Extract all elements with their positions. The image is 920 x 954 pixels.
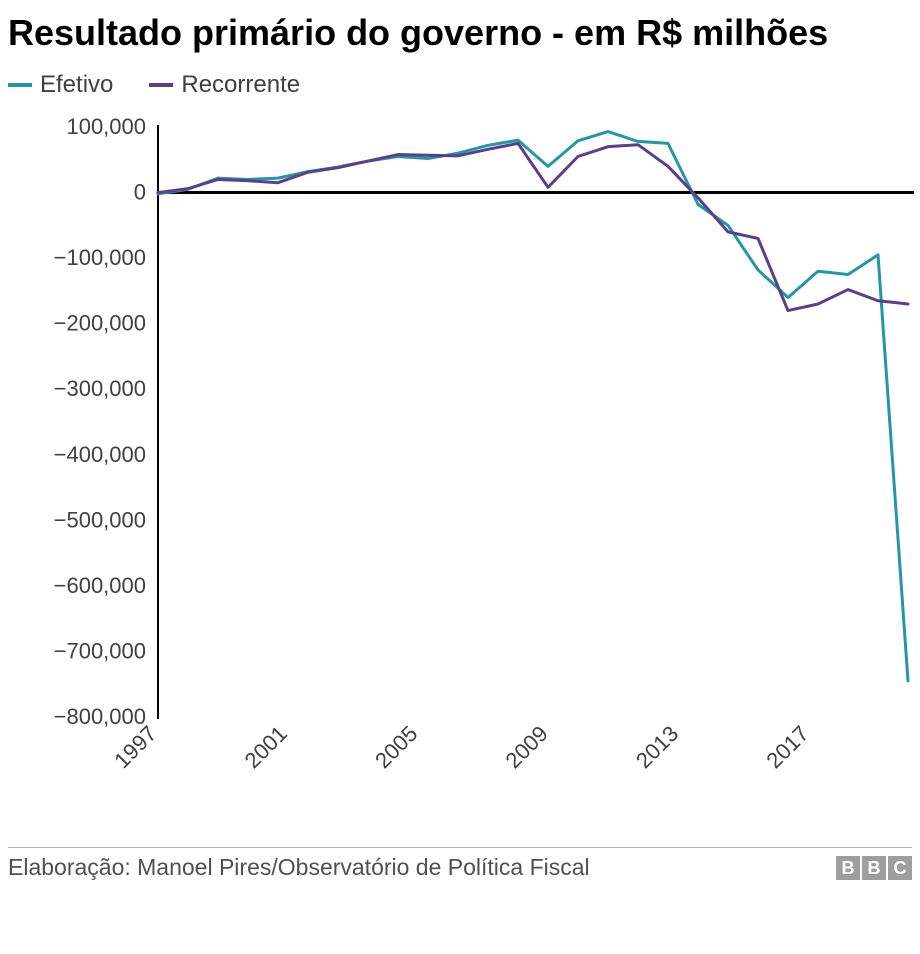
svg-text:2013: 2013 xyxy=(631,721,683,773)
legend: Efetivo Recorrente xyxy=(8,71,912,99)
legend-label-efetivo: Efetivo xyxy=(40,71,113,99)
svg-text:2017: 2017 xyxy=(761,721,813,773)
svg-text:2005: 2005 xyxy=(370,721,422,773)
series-line-recorrente xyxy=(158,144,908,311)
svg-text:−500,000: −500,000 xyxy=(54,508,146,533)
svg-text:2001: 2001 xyxy=(240,721,292,773)
legend-swatch-efetivo xyxy=(8,83,32,87)
svg-text:0: 0 xyxy=(134,180,146,205)
series-line-efetivo xyxy=(158,132,908,681)
legend-item-recorrente: Recorrente xyxy=(149,71,300,99)
legend-label-recorrente: Recorrente xyxy=(181,71,300,99)
legend-item-efetivo: Efetivo xyxy=(8,71,113,99)
footer: Elaboração: Manoel Pires/Observatório de… xyxy=(8,847,912,881)
bbc-logo: BBC xyxy=(836,856,912,880)
svg-text:−700,000: −700,000 xyxy=(54,639,146,664)
svg-text:−100,000: −100,000 xyxy=(54,246,146,271)
svg-text:−600,000: −600,000 xyxy=(54,573,146,598)
svg-text:−200,000: −200,000 xyxy=(54,311,146,336)
svg-text:−400,000: −400,000 xyxy=(54,442,146,467)
svg-text:−800,000: −800,000 xyxy=(54,704,146,729)
svg-text:2009: 2009 xyxy=(501,721,553,773)
chart-title: Resultado primário do governo - em R$ mi… xyxy=(8,12,912,53)
source-text: Elaboração: Manoel Pires/Observatório de… xyxy=(8,854,590,881)
legend-swatch-recorrente xyxy=(149,83,173,87)
chart-area: 100,000 0 −100,000 −200,000 −300,000 −400,000… xyxy=(8,117,912,837)
svg-text:100,000: 100,000 xyxy=(66,114,146,139)
svg-text:−300,000: −300,000 xyxy=(54,377,146,402)
line-chart-svg: 100,000 0 −100,000 −200,000 −300,000 −400,000… xyxy=(8,117,912,837)
